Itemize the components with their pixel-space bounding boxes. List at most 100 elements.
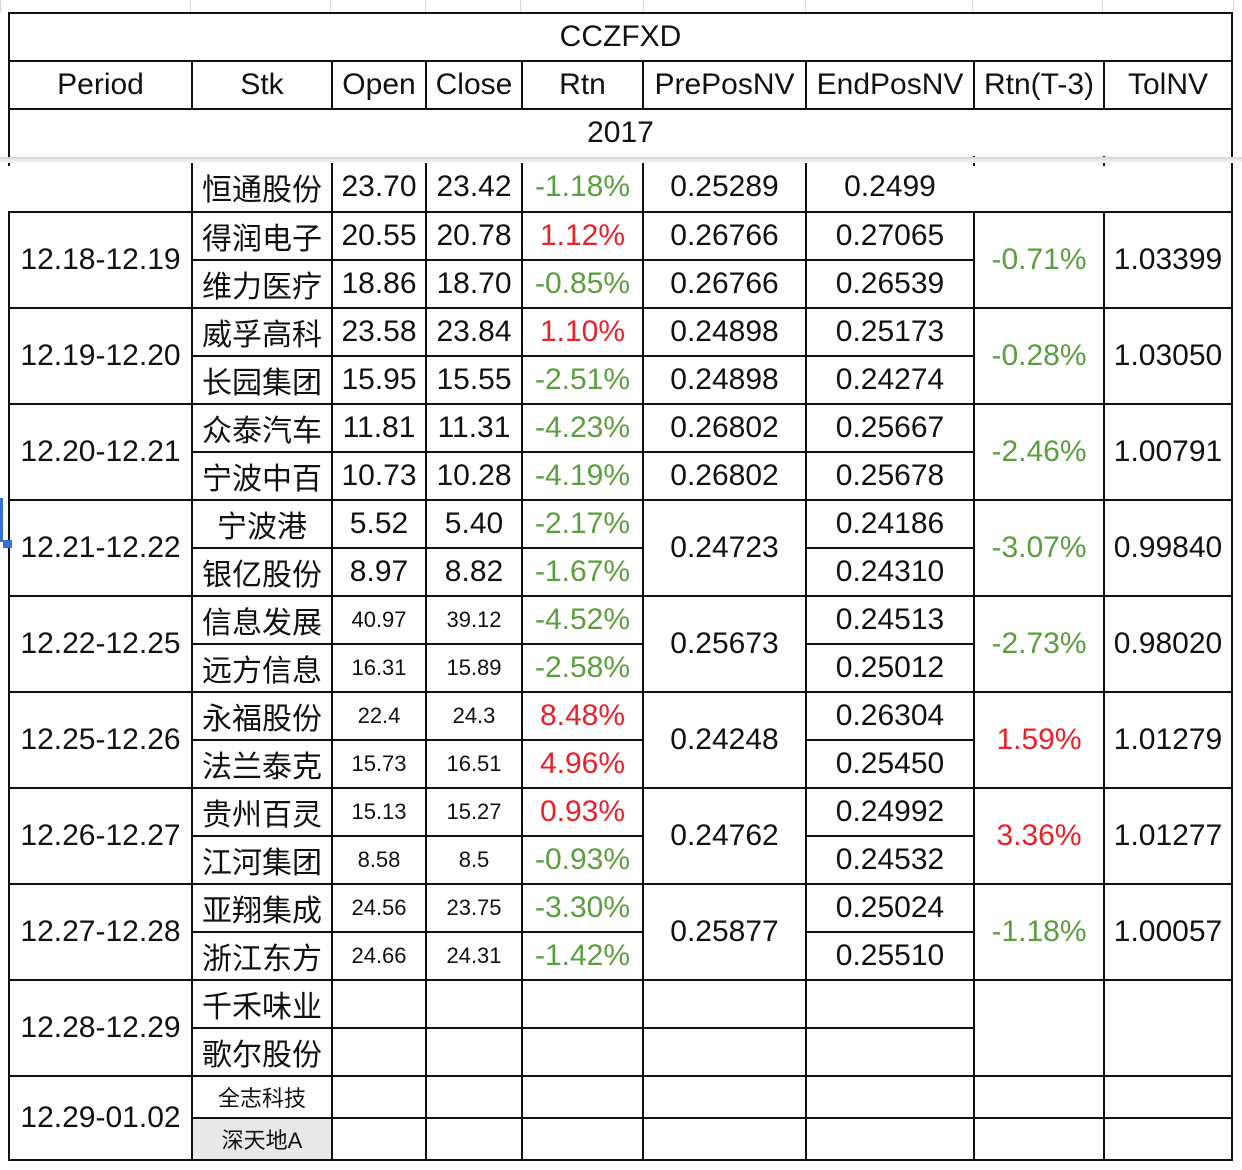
stock-name-cell[interactable]: 长园集团 xyxy=(191,355,331,403)
return-cell[interactable]: -0.85% xyxy=(521,259,642,307)
total-nv-cell[interactable]: 1.00791 xyxy=(1103,403,1231,499)
stock-name-cell[interactable]: 亚翔集成 xyxy=(191,883,331,931)
close-price-cell[interactable]: 24.31 xyxy=(425,931,521,979)
open-price-cell[interactable] xyxy=(331,979,425,1027)
stock-name-cell[interactable]: 威孚高科 xyxy=(191,307,331,355)
return-cell[interactable]: -4.19% xyxy=(521,451,642,499)
open-price-cell[interactable]: 20.55 xyxy=(331,211,425,259)
selection-handle[interactable] xyxy=(0,498,3,542)
close-price-cell[interactable]: 8.82 xyxy=(425,547,521,595)
year-row[interactable]: 2017 xyxy=(8,108,1231,156)
empty-cell[interactable] xyxy=(1103,1075,1231,1117)
close-price-cell[interactable]: 39.12 xyxy=(425,595,521,643)
stock-name-cell[interactable]: 众泰汽车 xyxy=(191,403,331,451)
close-price-cell[interactable]: 23.42 xyxy=(425,163,521,211)
stock-name-cell[interactable]: 银亿股份 xyxy=(191,547,331,595)
stock-name-cell[interactable]: 全志科技 xyxy=(191,1075,331,1117)
endpos-nv-cell[interactable]: 0.25510 xyxy=(805,931,973,979)
period-cell[interactable]: 12.29-01.02 xyxy=(8,1075,191,1159)
open-price-cell[interactable]: 8.97 xyxy=(331,547,425,595)
prepos-nv-cell[interactable]: 0.24762 xyxy=(642,787,805,883)
stock-name-cell[interactable]: 远方信息 xyxy=(191,643,331,691)
endpos-nv-cell[interactable]: 0.24532 xyxy=(805,835,973,883)
return-cell[interactable]: 0.93% xyxy=(521,787,642,835)
prepos-nv-cell[interactable]: 0.26766 xyxy=(642,259,805,307)
open-price-cell[interactable]: 23.70 xyxy=(331,163,425,211)
total-nv-cell[interactable]: 1.03399 xyxy=(1103,211,1231,307)
total-nv-cell[interactable] xyxy=(1103,979,1231,1075)
close-price-cell[interactable]: 8.5 xyxy=(425,835,521,883)
empty-cell[interactable] xyxy=(1103,1117,1231,1159)
sheet-title[interactable]: CCZFXD xyxy=(8,12,1231,60)
open-price-cell[interactable] xyxy=(331,1027,425,1075)
rtn-t3-cell[interactable]: -1.18% xyxy=(973,883,1103,979)
prepos-nv-cell[interactable]: 0.24898 xyxy=(642,307,805,355)
empty-cell[interactable] xyxy=(805,1075,973,1117)
column-header[interactable]: TolNV xyxy=(1103,60,1231,108)
return-cell[interactable]: 4.96% xyxy=(521,739,642,787)
stock-name-cell[interactable]: 宁波中百 xyxy=(191,451,331,499)
endpos-nv-cell[interactable]: 0.25678 xyxy=(805,451,973,499)
open-price-cell[interactable]: 15.13 xyxy=(331,787,425,835)
column-header[interactable]: Open xyxy=(331,60,425,108)
return-cell[interactable]: -4.23% xyxy=(521,403,642,451)
open-price-cell[interactable]: 23.58 xyxy=(331,307,425,355)
endpos-nv-cell[interactable]: 0.27065 xyxy=(805,211,973,259)
rtn-t3-cell[interactable]: -0.28% xyxy=(973,307,1103,403)
return-cell[interactable]: -1.18% xyxy=(521,163,642,211)
period-cell[interactable]: 12.28-12.29 xyxy=(8,979,191,1075)
empty-cell[interactable] xyxy=(521,1117,642,1159)
open-price-cell[interactable]: 8.58 xyxy=(331,835,425,883)
return-cell[interactable]: -2.58% xyxy=(521,643,642,691)
period-cell[interactable]: 12.27-12.28 xyxy=(8,883,191,979)
endpos-nv-cell[interactable]: 0.24186 xyxy=(805,499,973,547)
total-nv-cell[interactable]: 1.00057 xyxy=(1103,883,1231,979)
close-price-cell[interactable]: 20.78 xyxy=(425,211,521,259)
endpos-nv-cell[interactable]: 0.2499 xyxy=(805,163,973,211)
stock-name-cell[interactable]: 得润电子 xyxy=(191,211,331,259)
close-price-cell[interactable]: 15.27 xyxy=(425,787,521,835)
close-price-cell[interactable]: 18.70 xyxy=(425,259,521,307)
column-header[interactable]: Rtn(T-3) xyxy=(973,60,1103,108)
empty-cell[interactable] xyxy=(331,1075,425,1117)
empty-cell[interactable] xyxy=(331,1117,425,1159)
close-price-cell[interactable]: 11.31 xyxy=(425,403,521,451)
open-price-cell[interactable]: 16.31 xyxy=(331,643,425,691)
endpos-nv-cell[interactable]: 0.24310 xyxy=(805,547,973,595)
stock-name-cell[interactable]: 恒通股份 xyxy=(191,163,331,211)
endpos-nv-cell[interactable]: 0.25024 xyxy=(805,883,973,931)
open-price-cell[interactable]: 10.73 xyxy=(331,451,425,499)
endpos-nv-cell[interactable]: 0.25450 xyxy=(805,739,973,787)
period-cell[interactable]: 12.19-12.20 xyxy=(8,307,191,403)
rtn-t3-cell[interactable] xyxy=(973,979,1103,1075)
column-header[interactable]: Close xyxy=(425,60,521,108)
total-nv-cell[interactable]: 0.99840 xyxy=(1103,499,1231,595)
column-header[interactable]: PrePosNV xyxy=(642,60,805,108)
stock-name-cell[interactable]: 浙江东方 xyxy=(191,931,331,979)
close-price-cell[interactable]: 5.40 xyxy=(425,499,521,547)
endpos-nv-cell[interactable]: 0.26304 xyxy=(805,691,973,739)
close-price-cell[interactable] xyxy=(425,979,521,1027)
empty-cell[interactable] xyxy=(642,1117,805,1159)
column-header[interactable]: Period xyxy=(8,60,191,108)
prepos-nv-cell[interactable]: 0.26802 xyxy=(642,403,805,451)
stock-name-cell[interactable]: 永福股份 xyxy=(191,691,331,739)
total-nv-cell[interactable]: 1.03050 xyxy=(1103,307,1231,403)
empty-cell[interactable] xyxy=(425,1075,521,1117)
return-cell[interactable]: -1.67% xyxy=(521,547,642,595)
endpos-nv-cell[interactable] xyxy=(805,979,973,1027)
endpos-nv-cell[interactable]: 0.25012 xyxy=(805,643,973,691)
endpos-nv-cell[interactable]: 0.24513 xyxy=(805,595,973,643)
endpos-nv-cell[interactable]: 0.24274 xyxy=(805,355,973,403)
stock-name-cell[interactable]: 法兰泰克 xyxy=(191,739,331,787)
endpos-nv-cell[interactable]: 0.24992 xyxy=(805,787,973,835)
total-nv-cell[interactable]: 1.01277 xyxy=(1103,787,1231,883)
open-price-cell[interactable]: 22.4 xyxy=(331,691,425,739)
close-price-cell[interactable]: 15.55 xyxy=(425,355,521,403)
stock-name-cell[interactable]: 歌尔股份 xyxy=(191,1027,331,1075)
prepos-nv-cell[interactable]: 0.25289 xyxy=(642,163,805,211)
prepos-nv-cell[interactable]: 0.25673 xyxy=(642,595,805,691)
prepos-nv-cell[interactable]: 0.24898 xyxy=(642,355,805,403)
return-cell[interactable]: -3.30% xyxy=(521,883,642,931)
rtn-t3-cell[interactable]: -2.73% xyxy=(973,595,1103,691)
